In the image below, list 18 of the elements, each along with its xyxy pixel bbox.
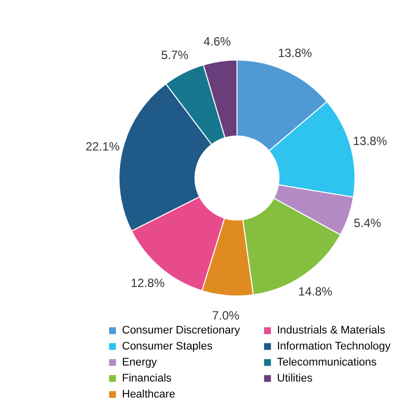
legend-label: Telecommunications [277, 356, 378, 368]
legend-label: Information Technology [277, 340, 392, 352]
data-label: 7.0% [212, 308, 240, 323]
legend-label: Consumer Staples [122, 340, 213, 352]
data-label: 14.8% [298, 284, 333, 299]
data-label: 13.8% [278, 46, 312, 60]
legend-label: Energy [122, 356, 158, 368]
legend-label: Industrials & Materials [277, 324, 386, 337]
data-label: 12.8% [130, 276, 166, 290]
legend-label: Healthcare [122, 388, 176, 400]
data-label: 5.4% [354, 216, 382, 230]
legend-label: Utilities [277, 372, 313, 384]
legend-label: Consumer Discretionary [122, 324, 240, 337]
data-label: 22.1% [86, 140, 120, 154]
data-label: 4.6% [203, 34, 232, 48]
data-label: 13.8% [352, 134, 388, 148]
data-label: 5.7% [161, 48, 189, 62]
legend-label: Financials [122, 372, 172, 384]
